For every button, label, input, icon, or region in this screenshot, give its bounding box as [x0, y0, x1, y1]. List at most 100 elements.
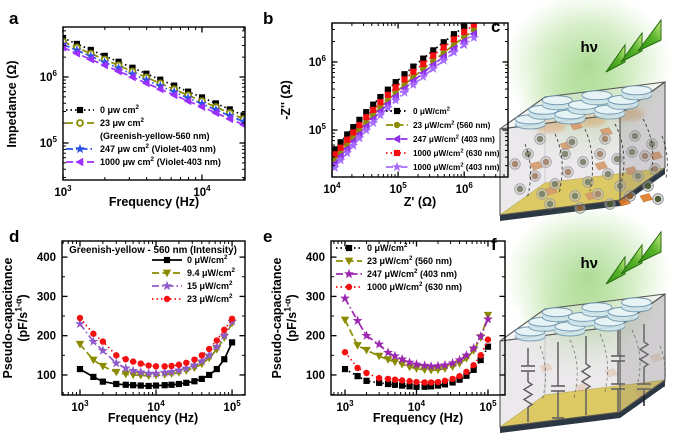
y-axis-label: -Z'' (Ω): [279, 80, 293, 120]
nanoparticle-core: [584, 178, 592, 186]
square-marker: [401, 71, 408, 78]
legend-entry: 0 μW/cm2: [336, 242, 408, 253]
star-marker: [143, 368, 154, 378]
legend-label: 0 μW/cm2: [413, 107, 450, 116]
orange-particle: [529, 161, 543, 171]
square-marker: [463, 372, 470, 379]
nanoparticle-core: [604, 170, 612, 178]
triangle-left-marker: [449, 44, 458, 53]
legend-label: 9.4 μW/cm2: [187, 267, 236, 278]
square-marker: [384, 380, 392, 388]
legend-entry: 23 μw cm2 (Greenish-yellow-560 nm): [66, 117, 210, 141]
legend-entry: 1000 μw cm2 (Violet-403 nm): [66, 156, 221, 167]
square-marker: [392, 84, 399, 91]
circle-marker: [122, 356, 129, 363]
circle-marker: [421, 379, 428, 386]
square-marker: [410, 68, 417, 75]
square-marker: [168, 381, 175, 388]
triangle-down-marker: [89, 356, 98, 365]
x-tick-label: 105: [223, 399, 241, 414]
square-marker: [344, 131, 351, 138]
star-marker: [75, 143, 85, 154]
legend-label: 1000 μW/cm2 (630 nm): [367, 281, 462, 292]
panel-letters: a b c d e f: [9, 9, 500, 254]
y-tick-label: 105: [309, 122, 327, 137]
y-axis-label: (pF/s1-α): [283, 294, 299, 341]
square-marker: [332, 151, 338, 158]
y-tick-label: 106: [309, 54, 327, 69]
star-marker: [211, 341, 222, 351]
circle-marker: [221, 326, 228, 333]
y-tick-label: 105: [40, 135, 58, 150]
star-marker: [219, 330, 230, 340]
square-marker: [406, 383, 413, 390]
nanoparticle-core: [542, 158, 550, 166]
panel-f-equivalent-circuit-illustration: [499, 204, 672, 433]
star-marker: [335, 155, 346, 165]
square-marker: [152, 382, 160, 389]
circle-marker: [228, 315, 236, 322]
square-marker: [350, 124, 357, 131]
circle-marker: [129, 358, 137, 365]
square-marker: [175, 380, 183, 388]
triangle-left-marker: [418, 68, 427, 78]
triangle-down-marker: [162, 269, 172, 278]
circle-marker: [470, 361, 477, 369]
panel-letter-e: e: [263, 227, 272, 246]
circle-marker: [375, 374, 383, 382]
square-marker: [356, 116, 363, 123]
star-marker: [210, 104, 221, 115]
circle-marker: [427, 379, 435, 386]
square-marker: [401, 76, 408, 83]
triangle-left-marker: [75, 157, 84, 167]
resistor-icon: [580, 363, 592, 390]
square-marker: [221, 356, 228, 363]
panel-letter-b: b: [263, 9, 273, 28]
star-marker: [483, 313, 493, 324]
y-tick-label: 300: [37, 291, 56, 303]
circle-marker: [393, 121, 401, 129]
circle-marker: [398, 377, 406, 384]
nanoparticle-core: [571, 192, 579, 200]
star-marker: [141, 74, 152, 85]
nanoparticle-core: [613, 155, 621, 163]
star-marker: [127, 69, 138, 79]
y-tick-label: 400: [37, 252, 56, 264]
square-marker: [470, 23, 477, 28]
star-marker: [342, 147, 353, 158]
panel-letter-c: c: [491, 17, 500, 36]
nanoparticle-core: [644, 182, 652, 190]
square-marker: [470, 366, 477, 373]
triangle-down-marker: [390, 358, 400, 367]
panel-c-device-illustration: [499, 0, 672, 221]
square-marker: [440, 39, 447, 46]
star-marker: [173, 365, 184, 375]
plot-area: [340, 293, 493, 390]
x-tick-label: 103: [336, 399, 354, 414]
legend-label: 23 μW/cm2: [187, 293, 233, 304]
x-tick-label: 104: [323, 181, 341, 196]
star-marker: [88, 336, 99, 346]
star-marker: [113, 62, 124, 73]
field-line: [584, 128, 594, 192]
triangle-left-marker: [354, 129, 363, 139]
x-tick-label: 104: [147, 399, 165, 414]
circle-marker: [391, 376, 399, 383]
triangle-down-marker: [340, 316, 350, 325]
star-marker: [375, 110, 386, 120]
circle-marker: [441, 377, 449, 385]
legend-label: 0 μW/cm2: [367, 242, 408, 253]
y-axis-label: Pseudo-capacitance: [1, 258, 15, 379]
nanoparticle-core: [536, 135, 544, 143]
y-tick-label: 100: [306, 370, 325, 382]
legend-label: 23 μW/cm2 (560 nm): [413, 121, 491, 130]
star-marker: [340, 293, 350, 303]
triangle-left-marker: [459, 36, 468, 46]
square-marker: [450, 36, 458, 43]
star-marker: [189, 359, 200, 370]
star-marker: [390, 95, 401, 105]
nanoparticle-core: [606, 200, 614, 208]
triangle-down-marker: [98, 362, 108, 371]
field-line: [554, 133, 563, 195]
